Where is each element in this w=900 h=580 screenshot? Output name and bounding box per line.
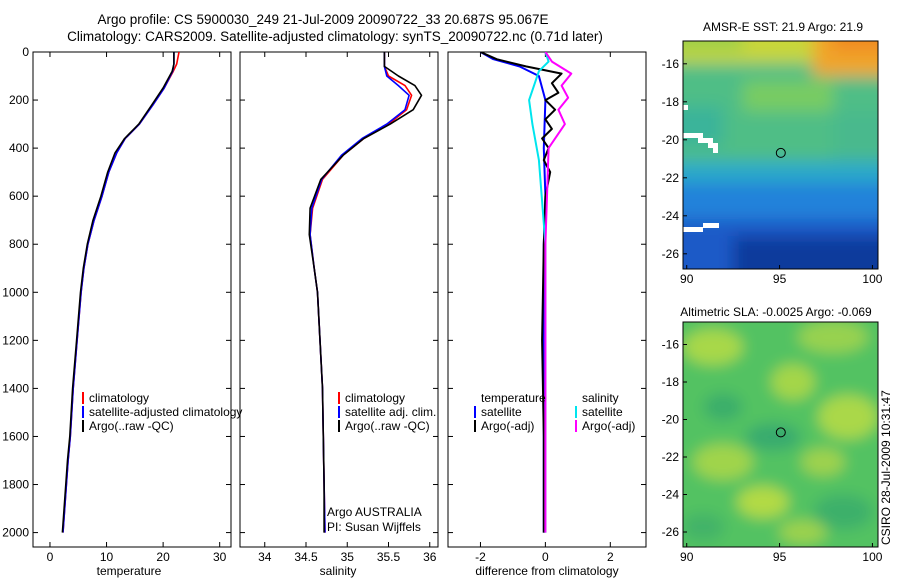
float-owner-label: Argo AUSTRALIA xyxy=(327,505,422,519)
legend-label-sal-argo: Argo(-adj) xyxy=(582,419,635,433)
figure-title-line1: Argo profile: CS 5900030_249 21-Jul-2009… xyxy=(97,12,549,27)
y-tick-label: 400 xyxy=(9,141,29,155)
temperature-xlabel: temperature xyxy=(97,564,162,578)
y-tick-label: -16 xyxy=(662,57,680,71)
x-tick-label: 0 xyxy=(542,550,549,564)
legend-label-sal-satellite: satellite xyxy=(582,405,623,419)
x-tick-label: 100 xyxy=(862,272,882,286)
legend-label-argo: Argo(..raw -QC) xyxy=(89,419,174,433)
legend-label-temp-argo: Argo(-adj) xyxy=(481,419,534,433)
legend-label-argo: Argo(..raw -QC) xyxy=(345,419,430,433)
difference-panel: -2 0 2 difference from climatology tempera… xyxy=(447,51,647,578)
argo-position-marker xyxy=(775,427,786,438)
x-tick-label: 35 xyxy=(341,550,355,564)
legend-title-salinity: salinity xyxy=(582,391,619,405)
temperature-ticks: 0 10 20 30 0 200 400 600 800 1000 1200 1400 1600 1800… xyxy=(2,45,231,564)
argo-position-marker xyxy=(775,147,786,158)
sst-map-field xyxy=(683,41,878,269)
sst-map-ticks: 90 95 100 -16 -18 -20 -22 -24 -26 xyxy=(662,57,883,286)
sst-map-title: AMSR-E SST: 21.9 Argo: 21.9 xyxy=(703,20,863,34)
y-tick-label: -22 xyxy=(662,450,680,464)
x-tick-label: -2 xyxy=(475,550,486,564)
y-tick-label: 2000 xyxy=(2,526,29,540)
y-tick-label: 1800 xyxy=(2,478,29,492)
temperature-axes-frame xyxy=(32,51,232,548)
y-tick-label: -18 xyxy=(662,375,680,389)
y-tick-label: -26 xyxy=(662,247,680,261)
temperature-legend: climatology satellite-adjusted climatolo… xyxy=(82,391,242,433)
figure-title-line2: Climatology: CARS2009. Satellite-adjuste… xyxy=(67,29,603,44)
temperature-panel: 0 10 20 30 0 200 400 600 800 1000 1200 1400 1600 1800… xyxy=(2,45,242,578)
x-tick-label: 20 xyxy=(156,550,170,564)
y-tick-label: -20 xyxy=(662,133,680,147)
series-line-argo-raw-qc xyxy=(308,52,423,533)
x-tick-label: 2 xyxy=(607,550,614,564)
sla-map-ticks: 90 95 100 -16 -18 -20 -22 -24 -26 xyxy=(662,338,883,565)
difference-ticks: -2 0 2 xyxy=(448,51,646,564)
y-tick-label: 1200 xyxy=(2,333,29,347)
legend-label-climatology: climatology xyxy=(345,391,405,405)
series-line-salinity-argo-adj xyxy=(544,52,573,533)
salinity-lines xyxy=(308,52,423,533)
timestamp-text: CSIRO 28-Jul-2009 10:31:47 xyxy=(879,390,893,545)
x-tick-label: 95 xyxy=(773,272,787,286)
series-line-satellite-adjusted-climatology xyxy=(62,52,175,533)
x-tick-label: 0 xyxy=(47,550,54,564)
y-tick-label: 800 xyxy=(9,237,29,251)
x-tick-label: 90 xyxy=(680,550,694,564)
salinity-legend: climatology satellite adj. clim. Argo(..… xyxy=(338,391,436,433)
y-tick-label: 600 xyxy=(9,189,29,203)
series-line-temperature-argo-adj xyxy=(480,52,563,533)
sla-map: Altimetric SLA: -0.0025 Argo: -0.069 90 9… xyxy=(662,305,883,565)
salinity-ticks: 34 34.5 35 35.5 36 xyxy=(240,51,438,564)
x-tick-label: 90 xyxy=(680,272,694,286)
x-tick-label: 34.5 xyxy=(294,550,318,564)
salinity-panel: 34 34.5 35 35.5 36 salinity climatology sate… xyxy=(239,51,439,578)
difference-axes-frame xyxy=(447,51,647,548)
x-tick-label: 95 xyxy=(773,550,787,564)
x-tick-label: 36 xyxy=(423,550,437,564)
y-tick-label: -20 xyxy=(662,413,680,427)
series-line-satellite-adj-clim xyxy=(309,52,410,533)
y-tick-label: -18 xyxy=(662,95,680,109)
sla-map-title: Altimetric SLA: -0.0025 Argo: -0.069 xyxy=(680,305,872,319)
legend-label-climatology: climatology xyxy=(89,391,149,405)
y-tick-label: -24 xyxy=(662,488,680,502)
float-pi-label: PI: Susan Wijffels xyxy=(327,520,421,534)
y-tick-label: 1600 xyxy=(2,429,29,443)
y-tick-label: -24 xyxy=(662,209,680,223)
y-tick-label: -22 xyxy=(662,171,680,185)
series-line-climatology xyxy=(309,52,413,533)
legend-label-temp-satellite: satellite xyxy=(481,405,522,419)
sla-map-frame xyxy=(682,321,879,548)
x-tick-label: 30 xyxy=(213,550,227,564)
difference-xlabel: difference from climatology xyxy=(475,564,618,578)
x-tick-label: 10 xyxy=(100,550,114,564)
x-tick-label: 100 xyxy=(862,550,882,564)
legend-title-temperature: temperature xyxy=(481,391,546,405)
y-tick-label: -26 xyxy=(662,525,680,539)
legend-label-satellite: satellite adj. clim. xyxy=(345,405,436,419)
y-tick-label: 1400 xyxy=(2,381,29,395)
y-tick-label: 1000 xyxy=(2,285,29,299)
series-line-argo-raw-qc xyxy=(61,52,175,533)
sla-map-field xyxy=(683,322,878,547)
sst-map: AMSR-E SST: 21.9 Argo: 21.9 xyxy=(662,20,883,286)
y-tick-label: -16 xyxy=(662,338,680,352)
salinity-xlabel: salinity xyxy=(320,564,357,578)
y-tick-label: 200 xyxy=(9,93,29,107)
x-tick-label: 35.5 xyxy=(377,550,401,564)
series-line-temperature-satellite xyxy=(480,52,547,533)
salinity-axes-frame xyxy=(239,51,439,548)
legend-label-satellite: satellite-adjusted climatology xyxy=(89,405,242,419)
difference-legend: temperature satellite Argo(-adj) salinit… xyxy=(474,391,635,433)
temperature-lines xyxy=(61,52,180,533)
y-tick-label: 0 xyxy=(22,45,29,59)
difference-lines xyxy=(480,52,573,533)
x-tick-label: 34 xyxy=(258,550,272,564)
sst-map-frame xyxy=(682,40,879,270)
